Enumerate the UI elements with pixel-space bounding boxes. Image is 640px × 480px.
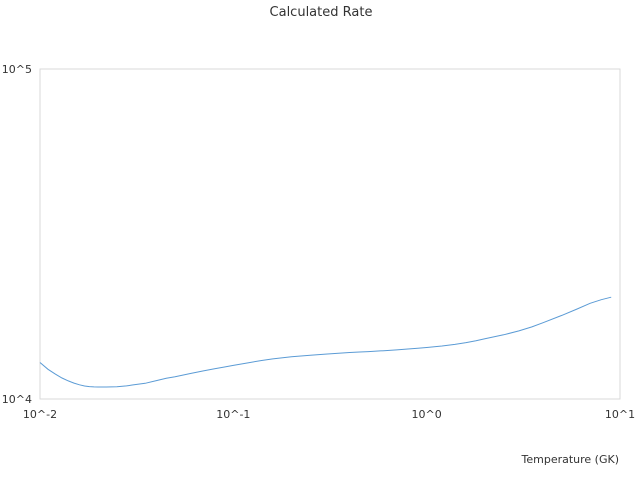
- x-tick-label: 10^-1: [216, 408, 250, 421]
- axis-ticks: 10^-2 10^-1 10^0 10^1 10^4 10^5: [2, 63, 635, 421]
- x-tick-label: 10^-2: [23, 408, 57, 421]
- series-line: [39, 296, 612, 388]
- y-tick-label: 10^5: [2, 63, 32, 76]
- y-tick-label: 10^4: [2, 393, 32, 406]
- x-axis-label: Temperature (GK): [521, 453, 620, 466]
- chart-title: Calculated Rate: [270, 5, 373, 20]
- x-tick-label: 10^1: [605, 408, 635, 421]
- plot-area: [39, 68, 621, 400]
- series-layer: [39, 296, 612, 388]
- x-tick-label: 10^0: [412, 408, 442, 421]
